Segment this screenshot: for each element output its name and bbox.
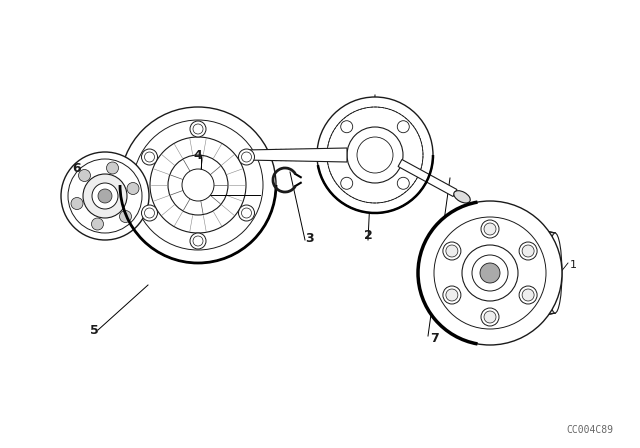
Circle shape xyxy=(83,174,127,218)
Text: 1: 1 xyxy=(570,260,577,270)
Circle shape xyxy=(484,223,496,235)
Circle shape xyxy=(120,211,131,223)
Circle shape xyxy=(519,242,537,260)
Circle shape xyxy=(71,198,83,210)
Circle shape xyxy=(443,242,461,260)
Circle shape xyxy=(120,107,276,263)
Polygon shape xyxy=(398,159,457,197)
Text: 2: 2 xyxy=(364,228,372,241)
Circle shape xyxy=(522,245,534,257)
Circle shape xyxy=(327,107,423,203)
Circle shape xyxy=(68,159,142,233)
Circle shape xyxy=(340,177,353,190)
Circle shape xyxy=(522,289,534,301)
Circle shape xyxy=(239,149,255,165)
Text: 5: 5 xyxy=(90,323,99,336)
Ellipse shape xyxy=(454,191,470,203)
Text: 7: 7 xyxy=(430,332,439,345)
Circle shape xyxy=(98,189,112,203)
Circle shape xyxy=(462,245,518,301)
Circle shape xyxy=(168,155,228,215)
Circle shape xyxy=(397,177,410,190)
Circle shape xyxy=(418,201,562,345)
Polygon shape xyxy=(490,221,555,325)
Circle shape xyxy=(193,124,203,134)
Circle shape xyxy=(317,97,433,213)
Circle shape xyxy=(79,169,90,181)
Circle shape xyxy=(127,182,139,194)
Circle shape xyxy=(190,121,206,137)
Circle shape xyxy=(145,208,154,218)
Circle shape xyxy=(472,255,508,291)
Circle shape xyxy=(484,311,496,323)
Circle shape xyxy=(239,205,255,221)
Ellipse shape xyxy=(548,233,562,313)
Circle shape xyxy=(446,289,458,301)
Text: 4: 4 xyxy=(193,148,202,161)
Circle shape xyxy=(61,152,149,240)
Circle shape xyxy=(434,217,546,329)
Circle shape xyxy=(397,121,410,133)
Circle shape xyxy=(357,137,393,173)
Text: 6: 6 xyxy=(72,161,81,175)
Circle shape xyxy=(241,208,252,218)
Circle shape xyxy=(446,245,458,257)
Circle shape xyxy=(481,308,499,326)
Circle shape xyxy=(443,286,461,304)
Circle shape xyxy=(141,205,157,221)
Polygon shape xyxy=(245,148,347,162)
Circle shape xyxy=(141,149,157,165)
Circle shape xyxy=(190,233,206,249)
Text: 3: 3 xyxy=(305,232,314,245)
Circle shape xyxy=(241,152,252,162)
Circle shape xyxy=(145,152,154,162)
Circle shape xyxy=(182,169,214,201)
Circle shape xyxy=(347,127,403,183)
Circle shape xyxy=(106,162,118,174)
Circle shape xyxy=(92,218,104,230)
Circle shape xyxy=(340,121,353,133)
Circle shape xyxy=(519,286,537,304)
Circle shape xyxy=(150,137,246,233)
Circle shape xyxy=(481,220,499,238)
Circle shape xyxy=(133,120,263,250)
Circle shape xyxy=(92,183,118,209)
Ellipse shape xyxy=(551,248,559,298)
Text: CC004C89: CC004C89 xyxy=(566,425,614,435)
Circle shape xyxy=(480,263,500,283)
Circle shape xyxy=(193,236,203,246)
